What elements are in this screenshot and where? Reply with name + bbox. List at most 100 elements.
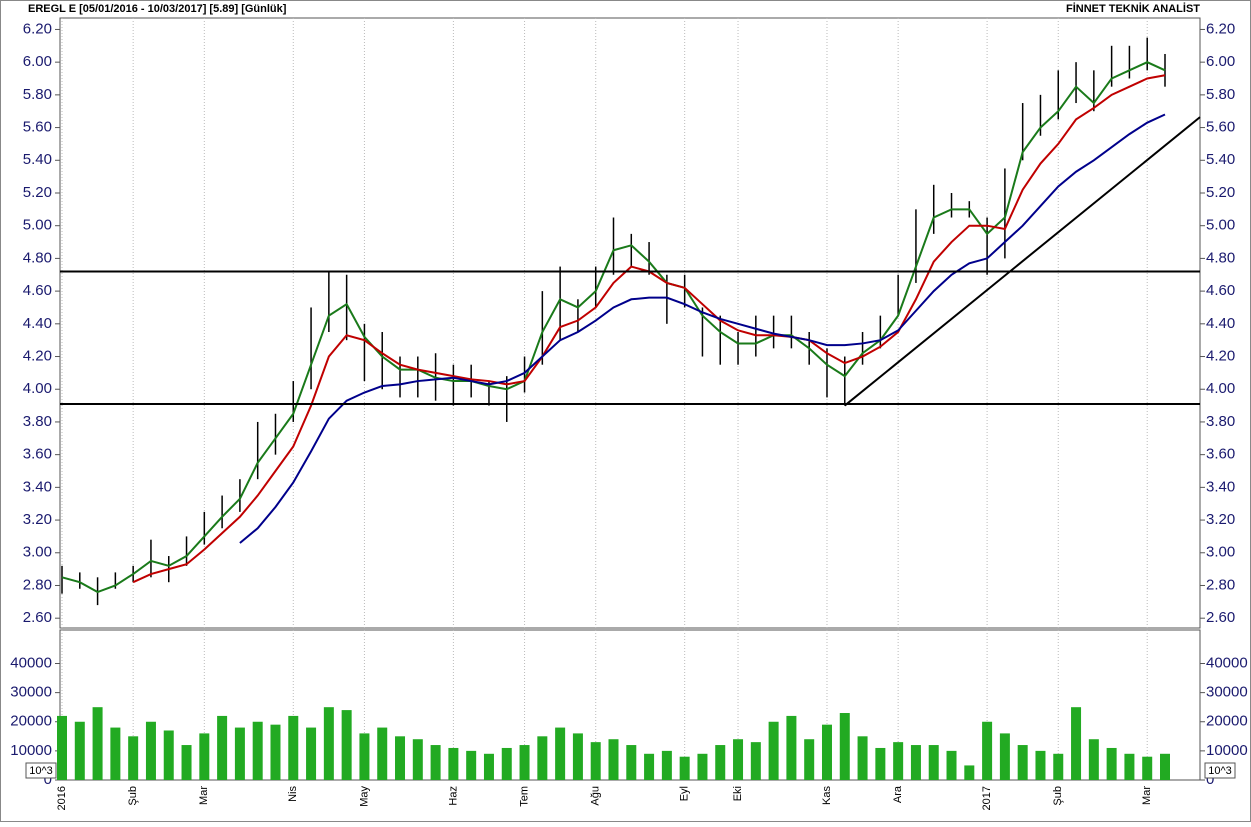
volume-bar bbox=[234, 727, 245, 780]
volume-bar bbox=[377, 727, 388, 780]
y-tick-label-right: 4.20 bbox=[1206, 347, 1235, 364]
y-tick-label-right: 3.00 bbox=[1206, 544, 1235, 561]
volume-bar bbox=[590, 742, 601, 780]
y-tick-label-right: 10000 bbox=[1206, 742, 1248, 759]
y-tick-label-right: 5.60 bbox=[1206, 119, 1235, 136]
volume-bar bbox=[1017, 745, 1028, 780]
volume-bar bbox=[128, 736, 139, 780]
y-tick-label-right: 2.80 bbox=[1206, 576, 1235, 593]
x-tick-label: May bbox=[358, 786, 370, 807]
x-tick-label: Tem bbox=[518, 786, 530, 807]
volume-bar bbox=[982, 721, 993, 780]
volume-bar bbox=[679, 756, 690, 780]
y-tick-label: 5.00 bbox=[23, 217, 52, 234]
x-tick-label: Ağu bbox=[590, 786, 602, 806]
y-tick-label-right: 2.60 bbox=[1206, 609, 1235, 626]
volume-bar bbox=[733, 739, 744, 780]
volume-bar bbox=[199, 733, 210, 780]
x-tick-label: Eyl bbox=[679, 786, 691, 801]
volume-bar bbox=[804, 739, 815, 780]
volume-bar bbox=[74, 721, 85, 780]
volume-bar bbox=[163, 730, 174, 780]
y-tick-label-right: 3.20 bbox=[1206, 511, 1235, 528]
y-tick-label-right: 3.80 bbox=[1206, 413, 1235, 430]
volume-bar bbox=[430, 745, 441, 780]
volume-bar bbox=[875, 747, 886, 780]
volume-bar bbox=[359, 733, 370, 780]
x-tick-label: Mar bbox=[198, 786, 210, 805]
x-tick-label: Eki bbox=[732, 786, 744, 801]
chart-subtitle: FİNNET TEKNİK ANALİST bbox=[1066, 2, 1200, 15]
volume-bar bbox=[181, 745, 192, 780]
volume-bar bbox=[217, 715, 228, 780]
y-tick-label-right: 30000 bbox=[1206, 684, 1248, 701]
volume-bar bbox=[626, 745, 637, 780]
volume-bar bbox=[964, 765, 975, 780]
volume-bar bbox=[839, 713, 850, 780]
y-tick-label: 2.80 bbox=[23, 576, 52, 593]
volume-bar bbox=[466, 750, 477, 780]
volume-bar bbox=[519, 745, 530, 780]
volume-bar bbox=[341, 710, 352, 780]
volume-bar bbox=[644, 753, 655, 780]
volume-bar bbox=[910, 745, 921, 780]
volume-bar bbox=[448, 747, 459, 780]
volume-bar bbox=[483, 753, 494, 780]
volume-bar bbox=[306, 727, 317, 780]
y-tick-label-right: 6.20 bbox=[1206, 20, 1235, 37]
y-tick-label: 40000 bbox=[10, 654, 52, 671]
y-tick-label-right: 5.20 bbox=[1206, 184, 1235, 201]
volume-bar bbox=[893, 742, 904, 780]
volume-bar bbox=[270, 724, 281, 780]
y-tick-label-right: 4.80 bbox=[1206, 249, 1235, 266]
volume-bar bbox=[412, 739, 423, 780]
volume-bar bbox=[999, 733, 1010, 780]
x-tick-label: Ara bbox=[892, 785, 904, 803]
x-tick-label: Nis bbox=[287, 786, 299, 802]
y-tick-label: 5.20 bbox=[23, 184, 52, 201]
y-tick-label-right: 4.40 bbox=[1206, 315, 1235, 332]
unit-box bbox=[1204, 762, 1236, 779]
volume-bar bbox=[1142, 756, 1153, 780]
y-tick-label-right: 5.40 bbox=[1206, 151, 1235, 168]
trend-line bbox=[844, 116, 1201, 407]
volume-bar bbox=[1053, 753, 1064, 780]
volume-bar bbox=[1124, 753, 1135, 780]
volume-bar bbox=[288, 715, 299, 780]
volume-bar bbox=[110, 727, 121, 780]
volume-bar bbox=[928, 745, 939, 780]
y-tick-label: 2.60 bbox=[23, 609, 52, 626]
x-tick-label: Haz bbox=[447, 786, 459, 806]
volume-bar bbox=[768, 721, 779, 780]
y-tick-label: 5.40 bbox=[23, 151, 52, 168]
volume-bar bbox=[608, 739, 619, 780]
y-tick-label: 3.00 bbox=[23, 544, 52, 561]
volume-bar bbox=[1160, 753, 1170, 780]
volume-bar bbox=[555, 727, 566, 780]
y-tick-label: 4.00 bbox=[23, 380, 52, 397]
y-tick-label-right: 3.40 bbox=[1206, 478, 1235, 495]
x-tick-label: Mar bbox=[1141, 786, 1153, 805]
y-tick-label: 4.20 bbox=[23, 347, 52, 364]
y-tick-label-right: 6.00 bbox=[1206, 53, 1235, 70]
y-tick-label: 4.80 bbox=[23, 249, 52, 266]
volume-bar bbox=[1035, 750, 1046, 780]
y-tick-label: 20000 bbox=[10, 713, 52, 730]
y-tick-label: 6.00 bbox=[23, 53, 52, 70]
x-tick-label: Kas bbox=[821, 786, 833, 805]
y-tick-label: 3.20 bbox=[23, 511, 52, 528]
y-tick-label: 3.60 bbox=[23, 446, 52, 463]
volume-bar bbox=[537, 736, 548, 780]
volume-bar bbox=[395, 736, 406, 780]
y-tick-label-right: 0 bbox=[1206, 771, 1214, 788]
y-tick-label: 4.60 bbox=[23, 282, 52, 299]
volume-bar bbox=[857, 736, 868, 780]
x-tick-label: Şub bbox=[1052, 786, 1064, 806]
x-tick-label: 2016 bbox=[56, 786, 68, 810]
volume-bar bbox=[715, 745, 726, 780]
price-panel bbox=[59, 17, 1201, 629]
volume-bar bbox=[1088, 739, 1099, 780]
volume-bar bbox=[92, 707, 103, 780]
